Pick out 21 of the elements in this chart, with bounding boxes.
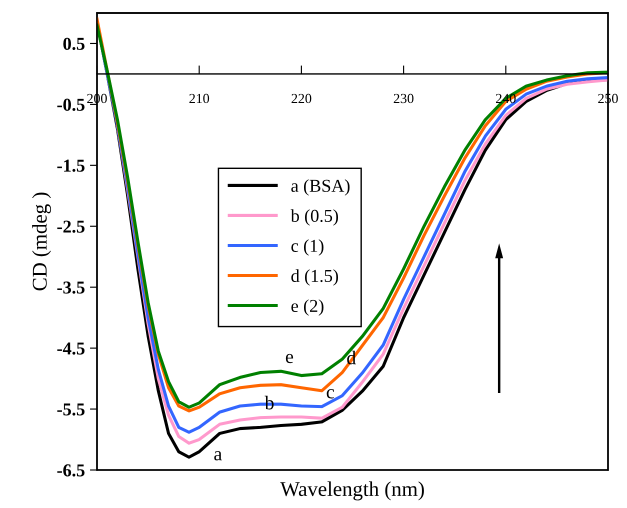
x-tick-label: 220 (292, 94, 312, 104)
x-tick-label: 210 (189, 94, 210, 104)
legend-label: d (1.5) (291, 269, 338, 286)
y-tick-label: -6.5 (57, 464, 85, 477)
y-axis-title: CD (mdeg ) (32, 192, 52, 290)
y-tick-label: -2.5 (57, 220, 85, 233)
y-tick-label: 0.5 (63, 38, 85, 50)
legend-label: c (1) (291, 239, 324, 256)
y-tick-label: -3.5 (57, 282, 85, 294)
annotation: c (326, 389, 334, 399)
x-axis-title: Wavelength (nm) (280, 481, 424, 500)
y-tick-label: -0.5 (57, 98, 85, 111)
legend-label: a (BSA) (291, 179, 350, 196)
legend-label: e (2) (291, 299, 324, 316)
annotation: e (286, 354, 294, 364)
y-tick-label: -1.5 (57, 160, 85, 172)
legend-label: b (0.5) (290, 209, 338, 226)
y-tick-label: -5.5 (57, 404, 85, 416)
annotation: a (214, 451, 222, 460)
y-tick-label: -4.5 (57, 342, 85, 355)
x-tick-label: 230 (394, 94, 414, 104)
